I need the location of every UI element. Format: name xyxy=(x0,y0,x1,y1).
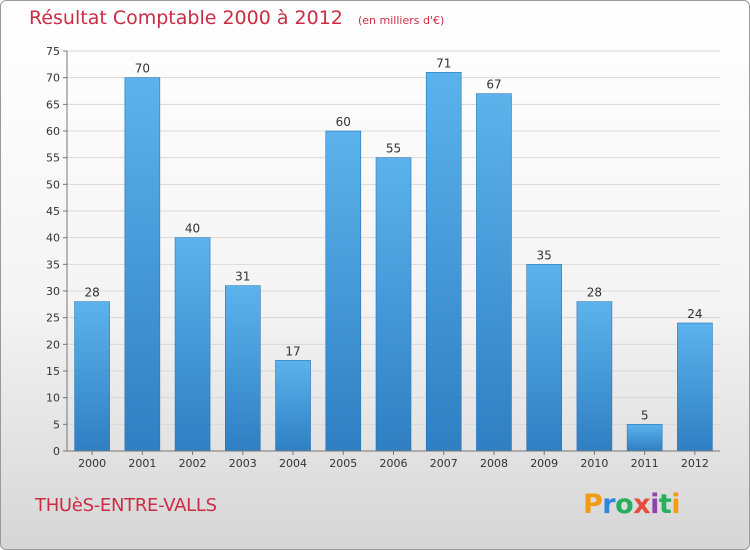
x-tick-label: 2004 xyxy=(279,457,307,470)
bar-2008 xyxy=(476,93,512,452)
x-tick-label: 2006 xyxy=(380,457,408,470)
data-label: 24 xyxy=(687,307,702,321)
y-tick-label: 75 xyxy=(46,45,60,58)
bar-2009 xyxy=(526,264,562,452)
y-tick-label: 70 xyxy=(46,72,60,85)
commune-name: THUèS-ENTRE-VALLS xyxy=(35,495,217,516)
bar-2004 xyxy=(275,360,311,452)
x-tick-label: 2001 xyxy=(128,457,156,470)
logo-letter: t xyxy=(658,489,672,520)
bar-2010 xyxy=(576,301,613,452)
x-tick-label: 2012 xyxy=(681,457,709,470)
logo-letter: i xyxy=(650,489,659,520)
y-tick-label: 30 xyxy=(46,285,60,298)
logo-letter: i xyxy=(671,489,681,520)
data-label: 71 xyxy=(436,56,451,70)
data-label: 60 xyxy=(336,115,351,129)
logo-letter: P xyxy=(583,489,603,520)
y-tick-label: 0 xyxy=(53,445,60,458)
axes: 0 5 10 15 20 25 30 35 40 45 50 55 60 65 70 75 2000 2001 20… xyxy=(46,45,720,470)
data-label: 67 xyxy=(486,78,501,92)
y-tick-label: 5 xyxy=(53,418,60,431)
data-label: 35 xyxy=(537,248,552,262)
bar-2003 xyxy=(225,285,261,452)
x-tick-label: 2010 xyxy=(580,457,608,470)
y-tick-label: 10 xyxy=(46,392,60,405)
y-tick-label: 35 xyxy=(46,258,60,271)
bar-2007 xyxy=(425,72,462,452)
data-label: 55 xyxy=(386,142,401,156)
title-row: Résultat Comptable 2000 à 2012 (en milli… xyxy=(29,7,444,29)
bar-2000 xyxy=(74,301,110,452)
data-label: 28 xyxy=(587,286,602,300)
x-tick-label: 2007 xyxy=(430,457,458,470)
data-label: 28 xyxy=(84,286,99,300)
bar-2005 xyxy=(325,130,362,452)
bar-2006 xyxy=(375,157,412,452)
y-tick-label: 55 xyxy=(46,152,60,165)
proxiti-logo[interactable]: Proxiti xyxy=(583,489,681,520)
y-tick-label: 15 xyxy=(46,365,60,378)
y-tick-label: 20 xyxy=(46,338,60,351)
y-tick-label: 40 xyxy=(46,232,60,245)
bar-2011 xyxy=(626,424,663,452)
y-tick-label: 60 xyxy=(46,125,60,138)
x-tick-label: 2008 xyxy=(480,457,508,470)
y-tick-label: 25 xyxy=(46,312,60,325)
y-tick-label: 65 xyxy=(46,98,60,111)
x-tick-label: 2000 xyxy=(78,457,106,470)
data-label: 70 xyxy=(135,62,150,76)
bars: 28 70 40 31 17 60 55 71 67 35 28 5 24 xyxy=(74,56,713,452)
data-label: 5 xyxy=(641,408,649,422)
bar-2001 xyxy=(124,77,161,452)
x-tick-label: 2009 xyxy=(530,457,558,470)
x-tick-label: 2011 xyxy=(631,457,659,470)
y-tick-label: 50 xyxy=(46,178,60,191)
logo-letter: r xyxy=(602,489,616,520)
x-tick-label: 2005 xyxy=(329,457,357,470)
logo-letter: x xyxy=(633,489,651,520)
chart-subtitle: (en milliers d'€) xyxy=(357,14,445,27)
logo-letter: o xyxy=(615,489,634,520)
x-tick-label: 2003 xyxy=(229,457,257,470)
chart-title: Résultat Comptable 2000 à 2012 xyxy=(29,7,343,29)
y-tick-label: 45 xyxy=(46,205,60,218)
data-label: 40 xyxy=(185,222,200,236)
x-tick-label: 2002 xyxy=(179,457,207,470)
data-label: 31 xyxy=(235,270,250,284)
bar-2012 xyxy=(677,322,713,452)
data-label: 17 xyxy=(285,344,300,358)
bar-2002 xyxy=(174,237,211,452)
